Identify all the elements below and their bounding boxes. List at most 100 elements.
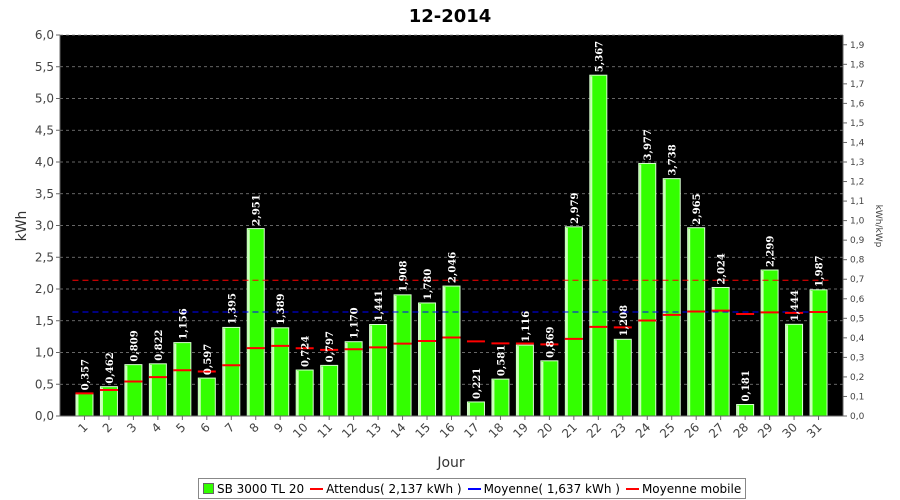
legend-swatch [203, 483, 214, 494]
y-tick-label: 0,5 [35, 377, 54, 391]
y-axis-title: kWh [14, 211, 30, 242]
bar-value-label: 1,444 [790, 290, 801, 321]
y2-tick-label: 1,7 [850, 80, 864, 90]
bar-value-label: 2,046 [448, 252, 459, 283]
y2-tick-label: 0,8 [850, 256, 865, 266]
y2-tick-label: 1,2 [850, 178, 864, 188]
bar-value-label: 1,389 [276, 293, 287, 324]
y-axis-left: 0,0 0,5 1,0 1,5 2,0 2,5 3,0 3,5 4,0 4,5 5,0 5,5 6,0 [35, 28, 61, 423]
bar-value-label: 0,462 [105, 352, 116, 383]
bar [687, 227, 706, 417]
y-tick-label: 4,5 [35, 123, 54, 137]
y-tick-label: 1,5 [35, 314, 54, 328]
bar-value-label: 1,780 [423, 269, 434, 300]
x-tick-label: 6 [198, 420, 213, 435]
x-tick-label: 14 [388, 420, 409, 441]
x-tick-label: 21 [559, 420, 580, 441]
bar [564, 226, 583, 417]
bar [760, 269, 779, 417]
x-tick-label: 22 [584, 420, 605, 441]
bar [442, 285, 461, 417]
bar [662, 178, 681, 417]
bar-value-label: 0,357 [80, 359, 91, 390]
y2-tick-label: 0,9 [850, 236, 865, 246]
x-tick-label: 13 [364, 420, 385, 441]
bar-value-label: 0,809 [129, 330, 140, 361]
y2-tick-label: 0,0 [850, 412, 865, 422]
bar-value-labels: 0,357 0,462 0,809 0,822 1,156 0,597 1,395 2,951… [80, 41, 825, 402]
x-tick-label: 8 [247, 420, 262, 435]
x-tick-label: 19 [510, 420, 531, 441]
x-tick-label: 30 [779, 420, 800, 441]
x-tick-label: 1 [75, 420, 90, 435]
y2-tick-label: 0,1 [850, 392, 864, 402]
bar [540, 360, 559, 417]
bar-value-label: 0,221 [472, 368, 483, 399]
bar-value-label: 0,181 [741, 370, 752, 401]
x-tick-label: 27 [706, 420, 727, 441]
y2-tick-label: 0,4 [850, 334, 865, 344]
bar-value-label: 1,208 [619, 305, 630, 336]
bar-value-label: 2,965 [692, 193, 703, 224]
bar [344, 341, 363, 417]
legend-item: Moyenne mobile [625, 481, 742, 496]
bar-value-label: 2,951 [252, 194, 263, 225]
legend-swatch [467, 487, 481, 490]
y2-tick-label: 0,6 [850, 295, 865, 305]
legend-item: SB 3000 TL 20 [203, 482, 304, 496]
legend-label: Moyenne mobile [641, 481, 742, 496]
bar [75, 392, 94, 417]
bar [711, 286, 730, 417]
bar [491, 378, 510, 417]
x-tick-label: 29 [755, 420, 776, 441]
x-tick-label: 16 [437, 420, 458, 441]
y2-tick-label: 0,2 [850, 373, 864, 383]
bar-value-label: 1,156 [178, 308, 189, 339]
y-tick-label: 4,0 [35, 155, 54, 169]
bar-value-label: 1,908 [399, 260, 410, 291]
x-tick-label: 15 [412, 420, 433, 441]
y2-tick-label: 0,7 [850, 275, 864, 285]
bar [271, 327, 290, 417]
bar-value-label: 1,441 [374, 290, 385, 321]
bar-value-label: 2,299 [766, 236, 777, 267]
y2-tick-label: 1,1 [850, 197, 864, 207]
bar-value-label: 0,822 [154, 329, 165, 360]
legend-label: SB 3000 TL 20 [217, 481, 305, 496]
bar [785, 323, 804, 417]
chart-title: 12-2014 [409, 6, 492, 27]
bar-value-label: 2,979 [570, 192, 581, 223]
y2-tick-label: 0,3 [850, 353, 864, 363]
bar-value-label: 1,987 [815, 255, 826, 286]
x-tick-label: 12 [339, 420, 360, 441]
y-tick-label: 3,0 [35, 219, 54, 233]
bar [638, 162, 657, 417]
y-tick-label: 2,5 [35, 250, 54, 264]
bar [173, 342, 192, 417]
x-axis-title: Jour [436, 455, 465, 471]
bar-value-label: 0,797 [325, 331, 336, 362]
bar [148, 363, 167, 417]
bar [736, 404, 755, 417]
y2-tick-label: 1,0 [850, 217, 865, 227]
bar-value-label: 1,116 [521, 311, 532, 342]
legend-swatch [625, 487, 639, 490]
bar [320, 364, 339, 417]
legend-swatch [310, 487, 324, 490]
x-tick-label: 4 [149, 420, 164, 435]
y-tick-label: 6,0 [35, 28, 54, 42]
x-tick-label: 18 [486, 420, 507, 441]
y2-tick-label: 0,5 [850, 314, 864, 324]
bar-value-label: 1,395 [227, 293, 238, 324]
legend-label: Attendus( 2,137 kWh ) [326, 481, 462, 496]
x-tick-label: 20 [535, 420, 556, 441]
bar [369, 323, 388, 417]
bar-series [75, 74, 828, 417]
y2-axis-title: kWh/kWp [873, 205, 883, 248]
bar [393, 294, 412, 417]
y2-tick-label: 1,8 [850, 60, 865, 70]
bar-value-label: 0,597 [203, 344, 214, 375]
bar [197, 377, 216, 417]
bar-value-label: 3,977 [643, 129, 654, 160]
